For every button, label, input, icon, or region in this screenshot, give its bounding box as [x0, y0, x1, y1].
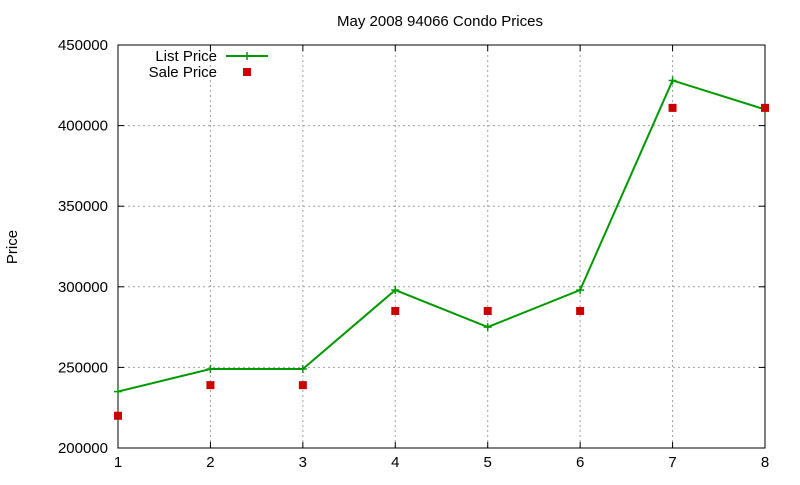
sale-price-point [483, 306, 492, 315]
sale-price-point [576, 306, 585, 315]
chart-title: May 2008 94066 Condo Prices [337, 13, 543, 30]
list-price-point [576, 286, 585, 295]
sale-price-point [391, 306, 400, 315]
sale-price-point [206, 381, 215, 390]
y-tick-label: 250000 [58, 359, 108, 376]
axes: 1 2 3 4 5 6 7 8 200000 250000 300000 350000 400000 45… [58, 37, 769, 471]
legend-marker-list-price [243, 52, 251, 60]
list-price-point [206, 365, 215, 374]
list-price-point [391, 286, 400, 295]
x-tick-label: 8 [761, 454, 769, 471]
x-tick-label: 3 [299, 454, 307, 471]
y-tick-label: 350000 [58, 198, 108, 215]
legend-label-sale-price: Sale Price [149, 64, 217, 81]
legend-marker-sale-price [243, 68, 251, 76]
grid-lines [118, 45, 765, 448]
plot-border [117, 44, 766, 449]
x-tick-label: 7 [668, 454, 676, 471]
sale-price-point [114, 411, 122, 420]
y-tick-label: 450000 [58, 37, 108, 54]
list-price-point [298, 365, 307, 374]
y-axis-label: Price [4, 230, 21, 264]
x-tick-label: 4 [391, 454, 399, 471]
list-price-point [114, 387, 122, 396]
x-tick-label: 5 [484, 454, 492, 471]
x-tick-label: 6 [576, 454, 584, 471]
sale-price-point [668, 103, 677, 112]
sale-price-point [298, 381, 307, 390]
y-tick-label: 300000 [58, 279, 108, 296]
list-price-point [483, 323, 492, 332]
list-price-line [117, 79, 766, 393]
sale-price-point [761, 103, 769, 112]
y-tick-label: 200000 [58, 440, 108, 457]
list-price-point [668, 76, 677, 85]
legend-label-list-price: List Price [155, 48, 217, 65]
y-tick-label: 400000 [58, 118, 108, 135]
x-tick-label: 2 [206, 454, 214, 471]
x-tick-label: 1 [114, 454, 122, 471]
data-series [114, 76, 769, 420]
